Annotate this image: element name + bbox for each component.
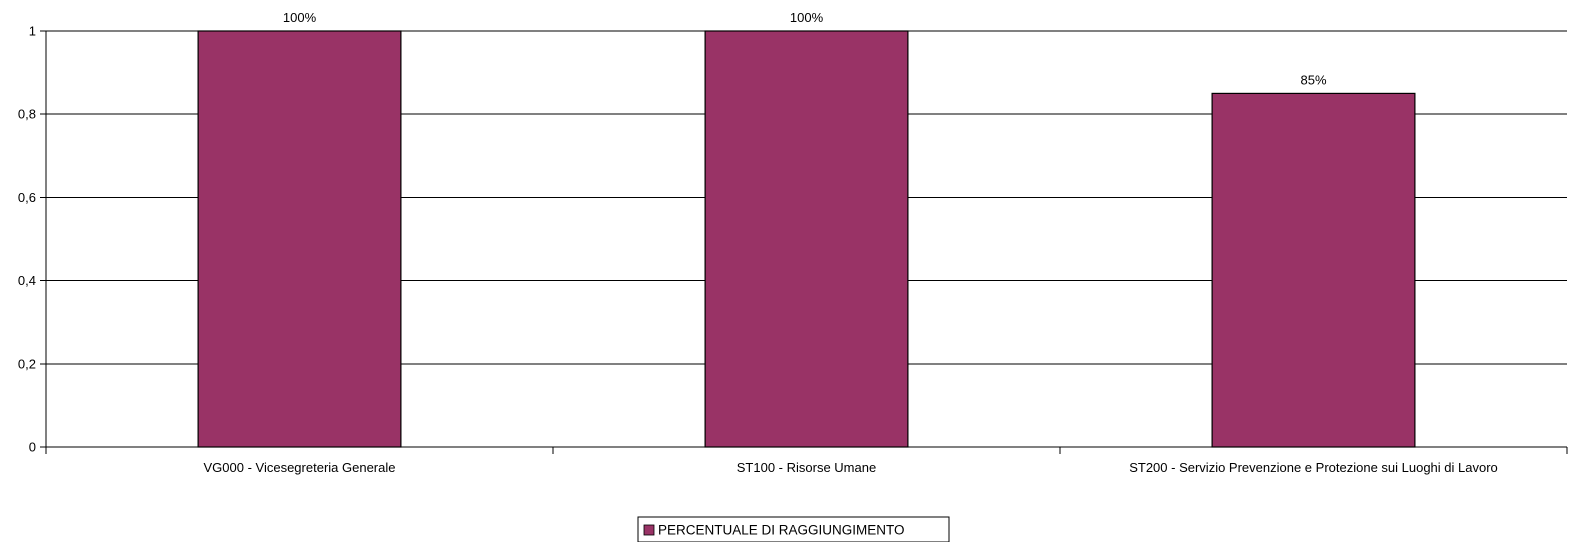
x-category-label: ST200 - Servizio Prevenzione e Protezion… (1129, 460, 1498, 475)
legend-label: PERCENTUALE DI RAGGIUNGIMENTO (658, 523, 905, 538)
bars (197, 30, 1416, 448)
legend: PERCENTUALE DI RAGGIUNGIMENTO (637, 516, 950, 542)
y-tick-label: 0,8 (18, 107, 36, 122)
legend-box (637, 516, 950, 542)
labels: 0 0,2 0,4 0,6 0,8 1 100% VG000 - Vicesegreteria… (18, 10, 1498, 475)
bar (1211, 92, 1416, 448)
y-tick-label: 0 (29, 440, 36, 455)
x-category-label: VG000 - Vicesegreteria Generale (204, 460, 396, 475)
legend-swatch (643, 524, 655, 536)
y-tick-label: 0,4 (18, 273, 36, 288)
y-tick-label: 0,2 (18, 356, 36, 371)
bar-data-label: 100% (790, 10, 824, 25)
bar-data-label: 85% (1300, 72, 1326, 87)
bar-data-label: 100% (283, 10, 317, 25)
y-tick-label: 1 (29, 24, 36, 39)
bar (704, 30, 909, 448)
axes (40, 30, 1568, 454)
bar (197, 30, 402, 448)
y-tick-label: 0,6 (18, 190, 36, 205)
x-category-label: ST100 - Risorse Umane (737, 460, 876, 475)
